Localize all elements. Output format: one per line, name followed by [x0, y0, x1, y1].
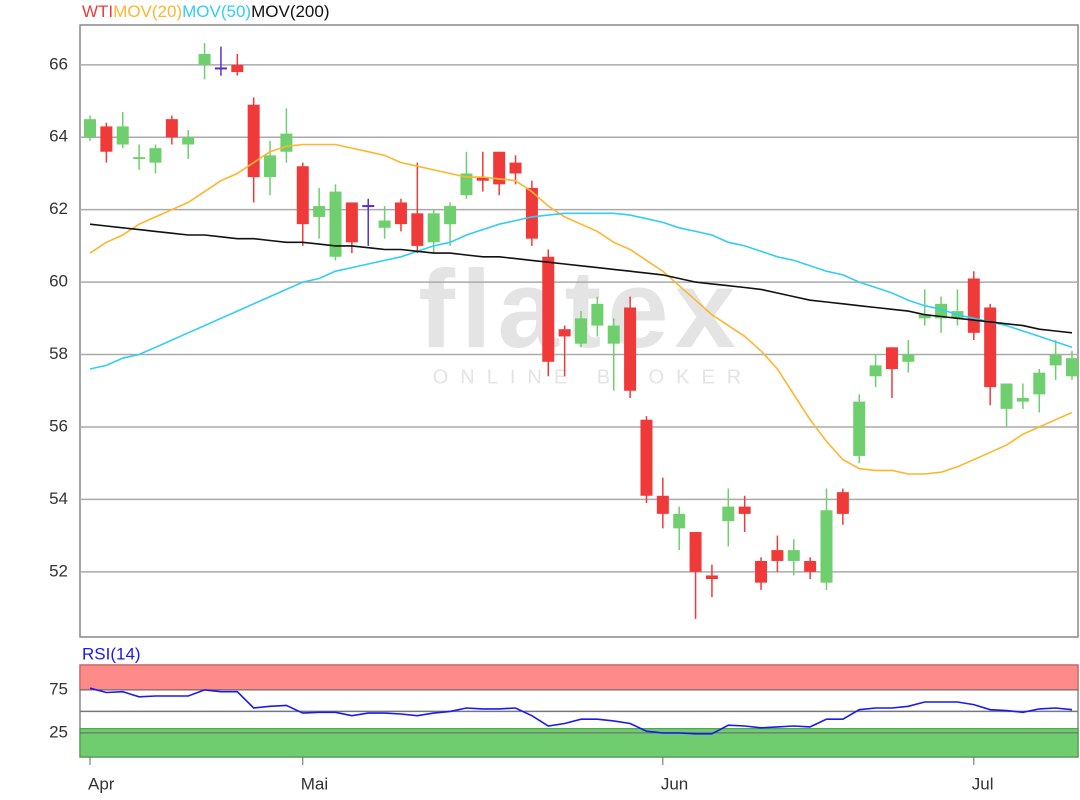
candle-body [509, 162, 522, 174]
candle-body [313, 206, 326, 217]
candle-body [444, 206, 457, 225]
candle-body [460, 173, 473, 196]
candle-body [673, 513, 686, 529]
y-tick-label: 52 [49, 561, 68, 580]
candle-body [1033, 372, 1046, 395]
moving-average-line [89, 223, 1073, 334]
candle-body [394, 202, 407, 225]
candle-body [329, 191, 342, 257]
candle-body [1000, 383, 1013, 409]
candle-body [902, 354, 915, 362]
candle-body [133, 157, 146, 159]
candle-body [885, 347, 898, 370]
candle-body [296, 166, 309, 225]
candle-body [804, 560, 817, 572]
candle-body [1066, 358, 1078, 377]
y-tick-label: 62 [49, 199, 68, 218]
candle-body [231, 64, 244, 73]
candle-body [771, 550, 784, 561]
candle-body [869, 365, 882, 377]
candle-body [558, 329, 571, 337]
watermark: flatex [418, 248, 741, 371]
rsi-line [89, 687, 1073, 735]
candle-body [280, 133, 293, 152]
candle-body [787, 550, 800, 561]
candle-body [705, 575, 718, 580]
y-tick-label: 58 [49, 344, 68, 363]
candle-body [476, 177, 489, 181]
candle-body [836, 492, 849, 514]
legend-entry: MOV(50) [182, 2, 251, 21]
candle-body [755, 560, 768, 583]
candle-body [591, 303, 604, 326]
candle-body [542, 256, 555, 362]
x-tick-label: Jun [661, 774, 688, 793]
candle-body [149, 148, 162, 163]
candle-body [345, 202, 358, 243]
candle-body [100, 126, 113, 152]
candle-body [656, 495, 669, 514]
x-tick-label: Apr [88, 774, 115, 793]
y-tick-label: 25 [49, 722, 68, 741]
x-tick-label: Jul [972, 774, 994, 793]
moving-average-line [89, 212, 1073, 370]
y-tick-label: 60 [49, 272, 68, 291]
candle-body [1049, 354, 1062, 366]
candle-body [427, 213, 440, 243]
candle-body [738, 506, 751, 514]
plot-layer: 52 54 56 58 60 62 64 66 75 25 Apr Mai Jun Jul [49, 43, 1079, 793]
y-tick-label: 56 [49, 416, 68, 435]
candle-body [918, 314, 931, 319]
legend: WTIMOV(20)MOV(50)MOV(200) [82, 2, 330, 21]
overbought-band [79, 664, 1079, 691]
candle-body [116, 126, 129, 145]
x-tick-label: Mai [301, 774, 328, 793]
legend-entry: MOV(200) [251, 2, 329, 21]
y-tick-label: 54 [49, 489, 68, 508]
y-tick-label: 75 [49, 679, 68, 698]
candle-body [722, 506, 735, 522]
candle-body [182, 137, 195, 145]
candle-body [820, 510, 833, 583]
candle-body [853, 401, 866, 456]
candle-body [689, 531, 702, 572]
legend-entry: MOV(20) [113, 2, 182, 21]
moving-average-line [89, 143, 1073, 475]
candle-body [967, 278, 980, 333]
candle-body [411, 213, 424, 246]
legend-entry: WTI [82, 2, 113, 21]
candle-body [1016, 397, 1029, 402]
candle-body [264, 155, 277, 178]
candle-body [84, 119, 96, 138]
watermark-sub: ONLINE BROKER [433, 366, 753, 388]
candle-body [493, 151, 506, 185]
candle-body [198, 53, 211, 65]
candle-body [575, 318, 587, 344]
y-tick-label: 64 [49, 127, 68, 146]
candle-body [247, 104, 260, 178]
candle-body [624, 307, 637, 391]
y-tick-label: 66 [49, 54, 68, 73]
rsi-title: RSI(14) [82, 644, 141, 663]
candle-body [935, 303, 948, 319]
candle-body [165, 119, 178, 138]
candle-body [640, 419, 653, 496]
candle-body [378, 220, 391, 228]
candle-body [984, 307, 997, 388]
candle-body [607, 325, 620, 344]
candle-body [525, 187, 538, 239]
